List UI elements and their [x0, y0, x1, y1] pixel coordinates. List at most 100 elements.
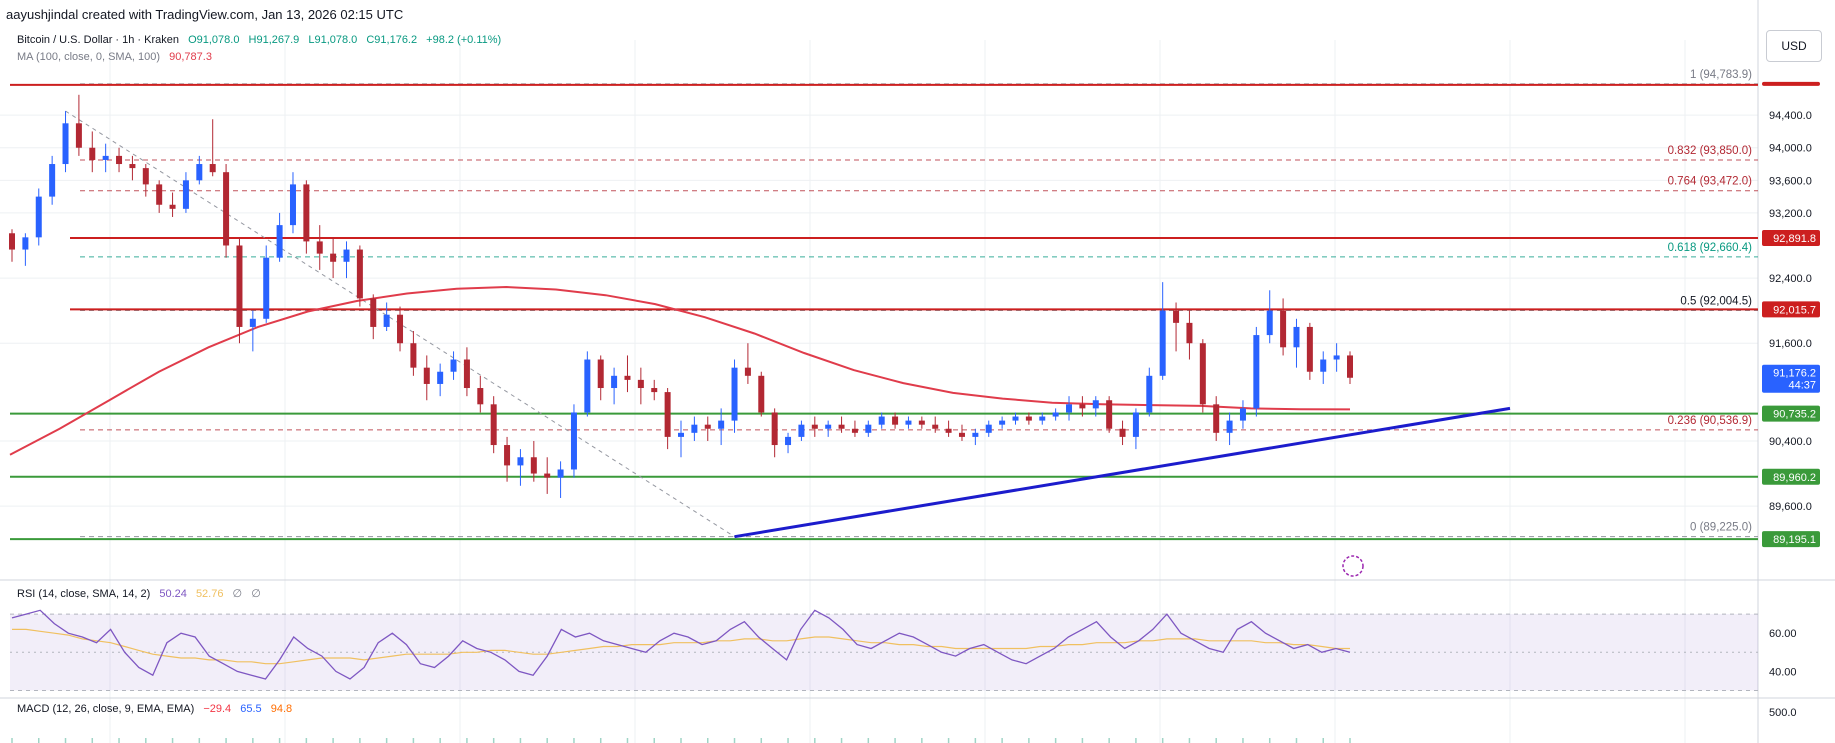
- candle-body: [691, 424, 698, 433]
- candle-body: [744, 367, 751, 376]
- level-price-tag: 92,015.7: [1773, 304, 1816, 316]
- attribution-text: aayushjindal created with TradingView.co…: [6, 7, 404, 22]
- fib-level-label: 0 (89,225.0): [1690, 522, 1752, 534]
- candle-body: [731, 367, 738, 421]
- level-price-tag: 89,960.2: [1773, 472, 1816, 484]
- level-price-tag-bg: [1762, 468, 1820, 485]
- candle-body: [450, 359, 457, 372]
- candle-body: [570, 412, 577, 470]
- candle-body: [905, 420, 912, 425]
- candle-body: [1025, 416, 1032, 421]
- price-tick-label: 90,400.0: [1769, 436, 1812, 448]
- candle-body: [1347, 355, 1353, 378]
- candle-body: [182, 180, 189, 209]
- candle-body: [102, 155, 109, 160]
- candle-body: [1079, 404, 1086, 409]
- candle-body: [838, 424, 845, 429]
- currency-button[interactable]: USD: [1766, 30, 1822, 62]
- candle-body: [798, 424, 805, 437]
- macd-tick-label: 500.0: [1769, 707, 1797, 719]
- fib-level-label: 1 (94,783.9): [1690, 69, 1752, 81]
- level-price-tag-bg: [1762, 405, 1820, 422]
- rsi-ma-value: 52.76: [195, 588, 224, 600]
- candle-body: [89, 147, 96, 160]
- rsi-tick-label: 40.00: [1769, 666, 1797, 678]
- candle-body: [410, 343, 417, 368]
- candle-body: [343, 249, 350, 262]
- symbol-title: Bitcoin / U.S. Dollar · 1h · Kraken: [17, 34, 180, 46]
- candle-body: [142, 168, 149, 185]
- candle-body: [611, 375, 618, 389]
- rsi-extra-2: ∅: [251, 588, 261, 600]
- candle-body: [276, 225, 283, 258]
- candle-body: [1293, 326, 1300, 348]
- candle-body: [22, 237, 29, 250]
- candle-body: [1199, 343, 1206, 405]
- candle-body: [664, 392, 671, 437]
- rsi-extra-1: ∅: [232, 588, 243, 600]
- candle-body: [289, 184, 296, 226]
- candle-body: [1173, 310, 1180, 323]
- macd-value: −29.4: [203, 703, 232, 715]
- candle-body: [504, 445, 511, 466]
- candle-body: [972, 432, 979, 437]
- candle-body: [999, 420, 1006, 425]
- candle-body: [196, 164, 203, 181]
- fib-level-label: 0.5 (92,004.5): [1680, 295, 1752, 307]
- candle-body: [811, 424, 818, 429]
- candle-body: [1119, 428, 1126, 437]
- candle-body: [1213, 404, 1220, 433]
- symbol-legend: Bitcoin / U.S. Dollar · 1h · Kraken O91,…: [17, 34, 507, 46]
- candle-body: [370, 298, 377, 327]
- candle-body: [356, 249, 363, 299]
- candle-body: [1266, 310, 1273, 336]
- candle-body: [758, 375, 765, 413]
- candle-body: [651, 388, 658, 393]
- candle-body: [330, 253, 337, 262]
- rsi-tick-label: 60.00: [1769, 628, 1797, 640]
- level-price-tag-bg: [1762, 230, 1820, 247]
- candle-body: [624, 375, 631, 380]
- candle-body: [918, 420, 925, 425]
- candle-body: [892, 416, 899, 425]
- ohlc-open: O91,078.0: [188, 34, 240, 46]
- candle-body: [597, 359, 604, 389]
- candle-body: [1159, 310, 1166, 376]
- candle-body: [129, 164, 136, 169]
- macd-signal-value: 94.8: [270, 703, 293, 715]
- candle-body: [116, 155, 123, 165]
- replay-icon[interactable]: [1342, 555, 1364, 577]
- candle-body: [825, 424, 832, 429]
- candle-body: [678, 432, 684, 437]
- last-price-tag: 91,176.2: [1773, 368, 1816, 380]
- level-price-tag: 89,195.1: [1773, 534, 1816, 546]
- candle-body: [1146, 375, 1153, 413]
- macd-line-value: 65.5: [240, 703, 262, 715]
- candle-body: [62, 123, 69, 165]
- candle-body: [169, 204, 176, 209]
- rsi-band-fill: [10, 614, 1758, 691]
- candle-body: [1333, 355, 1340, 360]
- candle-body: [637, 379, 644, 389]
- rsi-ma-line: [12, 628, 1350, 665]
- level-price-tag-bg: [1762, 301, 1820, 318]
- candle-body: [584, 359, 591, 413]
- candle-body: [463, 359, 470, 389]
- candle-body: [1306, 326, 1313, 372]
- candle-body: [958, 432, 965, 437]
- fib-level-label: 0.764 (93,472.0): [1668, 176, 1753, 188]
- candle-body: [423, 367, 430, 384]
- top-level-tag-bg: [1762, 81, 1820, 86]
- candle-body: [704, 424, 711, 429]
- candle-body: [771, 412, 778, 446]
- rsi-value: 50.24: [159, 588, 187, 600]
- candle-body: [249, 318, 256, 327]
- candle-body: [1012, 416, 1019, 421]
- ma-legend: MA (100, close, 0, SMA, 100) 90,787.3: [17, 51, 218, 63]
- candle-body: [35, 196, 42, 238]
- candle-body: [383, 314, 390, 327]
- candle-body: [236, 245, 243, 327]
- price-tick-label: 91,600.0: [1769, 338, 1812, 350]
- ohlc-high: H91,267.9: [248, 34, 300, 46]
